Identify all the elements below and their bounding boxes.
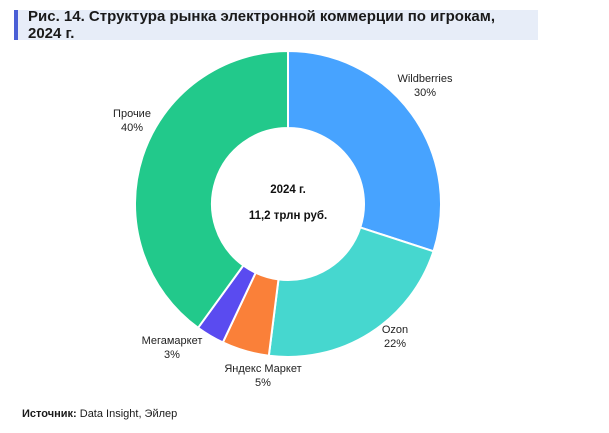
slice-name-5: Прочие xyxy=(113,108,151,120)
figure-title-bar: Рис. 14. Структура рынка электронной ком… xyxy=(14,8,538,42)
source-note: Источник: Data Insight, Эйлер xyxy=(22,408,177,420)
slice-5 xyxy=(134,49,289,330)
chart-slices xyxy=(134,49,442,358)
slice-1 xyxy=(287,49,442,253)
slice-value-1: 30% xyxy=(414,87,436,99)
slice-value-4: 3% xyxy=(164,349,180,361)
source-text: Data Insight, Эйлер xyxy=(76,408,178,420)
center-label-total: 11,2 трлн руб. xyxy=(249,210,327,222)
slice-value-5: 40% xyxy=(121,122,143,134)
slice-value-2: 22% xyxy=(384,338,406,350)
chart-labels: Wildberries 30% Ozon 22% Яндекс Маркет 5% Мега… xyxy=(113,73,453,389)
slice-name-4: Мегамаркет xyxy=(142,335,203,347)
center-label-year: 2024 г. xyxy=(270,184,306,196)
slice-name-3: Яндекс Маркет xyxy=(224,363,301,375)
slice-2 xyxy=(267,226,435,358)
slice-value-3: 5% xyxy=(255,377,271,389)
slice-name-2: Ozon xyxy=(382,324,408,336)
slice-name-1: Wildberries xyxy=(397,73,453,85)
figure-title: Рис. 14. Структура рынка электронной ком… xyxy=(28,8,496,42)
source-label: Источник: xyxy=(22,408,77,420)
